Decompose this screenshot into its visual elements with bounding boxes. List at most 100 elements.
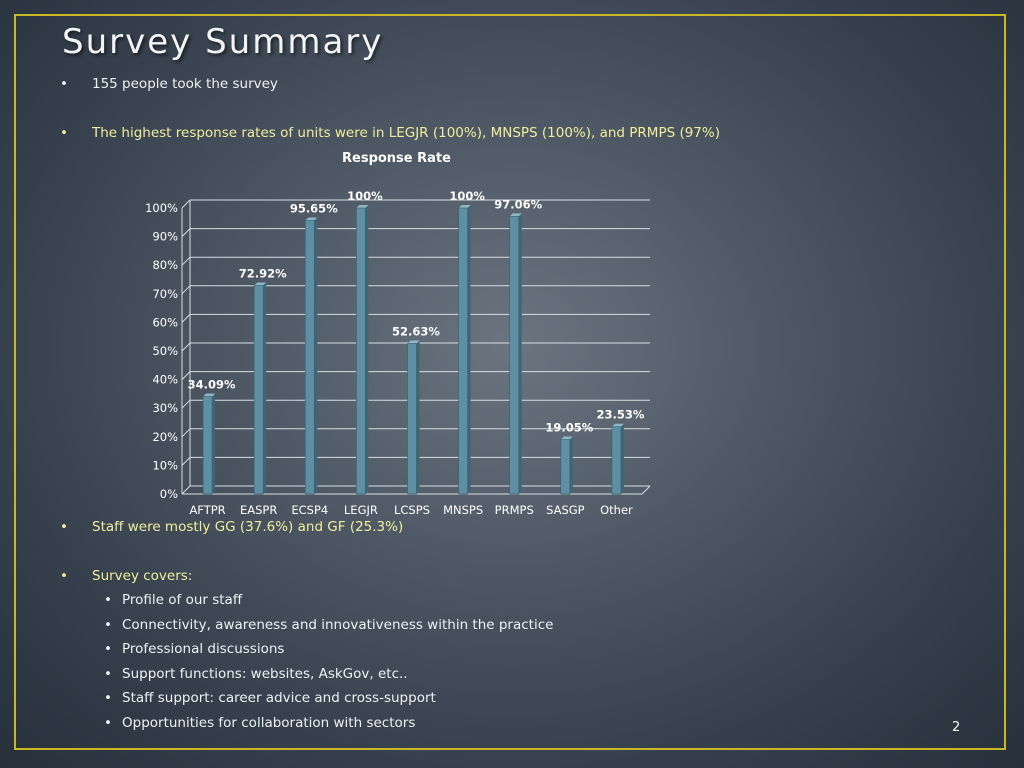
sub-bullet-support-functions: • Support functions: websites, AskGov, et… — [104, 666, 408, 682]
bar-side — [569, 436, 573, 494]
gridline-depth — [181, 228, 191, 237]
y-tick-label: 20% — [152, 430, 178, 444]
data-label: 97.06% — [494, 197, 542, 211]
bar — [509, 216, 520, 495]
y-tick-label: 0% — [160, 487, 178, 501]
sub-bullet-connectivity: • Connectivity, awareness and innovativen… — [104, 617, 553, 633]
x-tick-label: AFTPR — [189, 503, 225, 516]
bar-top — [254, 282, 267, 286]
gridline-depth — [181, 256, 191, 266]
y-tick-label: 30% — [152, 401, 178, 415]
bullet-staff-grades: • Staff were mostly GG (37.6%) and GF (25… — [60, 519, 403, 535]
gridline-depth — [181, 428, 191, 438]
page-number: 2 — [952, 720, 961, 735]
bar — [304, 220, 315, 495]
data-label: 72.92% — [239, 266, 287, 280]
sub-bullet-text: Support functions: websites, AskGov, etc… — [122, 666, 408, 682]
gridline-depth — [181, 314, 191, 323]
bullet-dot: • — [104, 666, 112, 682]
chart-title: Response Rate — [342, 151, 451, 166]
response-rate-chart: 0% 10% 20% 30% 40% 50% 60% 70% 80% 90% 100% AFTPR 34… — [145, 189, 651, 516]
sub-bullet-discussions: • Professional discussions — [104, 641, 284, 657]
bar-side — [518, 213, 522, 495]
bar-top — [509, 213, 522, 217]
bar — [253, 285, 264, 495]
bar-top — [203, 393, 216, 397]
bullet-highest-response: • The highest response rates of units wer… — [60, 125, 720, 141]
bar — [202, 396, 213, 495]
x-tick-label: EASPR — [240, 503, 277, 516]
sub-bullet-text: Staff support: career advice and cross-s… — [122, 690, 436, 706]
gridline-depth — [181, 457, 191, 466]
gridline-depth — [181, 199, 191, 209]
x-tick-label: MNSPS — [443, 503, 483, 516]
bullet-dot: • — [104, 715, 112, 731]
y-tick-label: 80% — [152, 258, 178, 272]
x-axis-depth — [641, 485, 651, 495]
gridline-depth — [181, 342, 191, 352]
bar-top — [560, 436, 573, 440]
gridline-depth — [181, 285, 191, 295]
bar — [407, 343, 417, 495]
bullet-survey-count: • 155 people took the survey — [60, 76, 278, 92]
bullet-text: The highest response rates of units were… — [92, 125, 720, 141]
bar — [611, 426, 622, 495]
bullet-dot: • — [104, 617, 112, 633]
x-tick-label: LEGJR — [344, 503, 378, 516]
sub-bullet-collaboration: • Opportunities for collaboration with se… — [104, 715, 415, 731]
sub-bullet-staff-support: • Staff support: career advice and cross-… — [104, 690, 436, 706]
bullet-dot: • — [104, 592, 112, 608]
x-tick-label: PRMPS — [495, 503, 534, 516]
data-label: 95.65% — [290, 201, 338, 215]
data-label: 23.53% — [596, 408, 644, 422]
bullet-text: Survey covers: — [92, 568, 193, 584]
x-tick-label: ECSP4 — [291, 503, 328, 516]
bullet-text: Staff were mostly GG (37.6%) and GF (25.… — [92, 519, 404, 535]
y-tick-label: 60% — [152, 315, 178, 329]
bar-side — [416, 340, 420, 494]
bullet-text: 155 people took the survey — [92, 76, 278, 92]
gridline-depth — [181, 485, 191, 495]
slide-frame — [14, 14, 1006, 750]
bar-side — [212, 393, 216, 494]
bar-top — [611, 423, 624, 427]
sub-bullet-profile: • Profile of our staff — [104, 592, 242, 608]
bullet-survey-covers: • Survey covers: — [60, 568, 192, 584]
gridline-depth — [181, 371, 191, 380]
bullet-dot: • — [104, 690, 112, 706]
x-tick-label: Other — [600, 503, 633, 516]
data-label: 34.09% — [188, 378, 236, 392]
x-tick-label: SASGP — [546, 503, 585, 516]
bullet-dot: • — [60, 519, 68, 535]
sub-bullet-text: Professional discussions — [122, 641, 285, 657]
y-tick-label: 40% — [152, 373, 178, 387]
bullet-dot: • — [60, 76, 68, 92]
bullet-dot: • — [104, 641, 112, 657]
y-tick-label: 100% — [145, 201, 178, 215]
sub-bullet-text: Connectivity, awareness and innovativene… — [122, 617, 554, 633]
bar-top — [305, 217, 318, 221]
bar — [560, 439, 571, 495]
y-tick-label: 70% — [152, 287, 178, 301]
x-tick-label: LCSPS — [394, 503, 430, 516]
data-label: 100% — [347, 189, 383, 203]
bar-side — [263, 282, 267, 494]
bullet-dot: • — [60, 125, 68, 141]
sub-bullet-text: Profile of our staff — [122, 592, 243, 608]
bar-top — [458, 205, 471, 208]
slide-title: Survey Summary — [62, 22, 384, 62]
y-tick-label: 90% — [152, 230, 178, 244]
y-tick-label: 10% — [152, 458, 178, 472]
gridline-depth — [181, 399, 191, 409]
data-label: 100% — [449, 189, 485, 203]
bar-top — [407, 340, 420, 344]
bullet-dot: • — [60, 568, 68, 584]
bar-side — [365, 205, 369, 494]
data-label: 19.05% — [545, 421, 593, 435]
bar-top — [356, 205, 369, 208]
bar — [458, 207, 468, 495]
sub-bullet-text: Opportunities for collaboration with sec… — [122, 715, 416, 731]
bar — [356, 207, 366, 495]
bar-side — [620, 423, 624, 494]
bar-side — [467, 205, 471, 494]
